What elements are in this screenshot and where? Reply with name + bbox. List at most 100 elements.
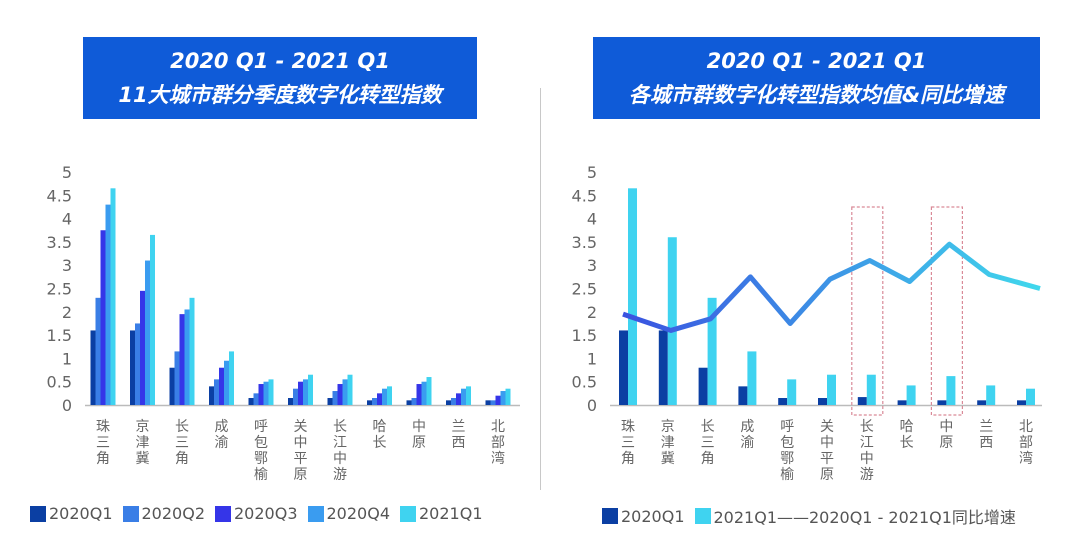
bar-2020q3 [416, 384, 422, 405]
bar-2021q1 [667, 237, 677, 405]
bar-2020q1 [327, 398, 333, 405]
bar-2020q3 [219, 367, 224, 405]
y-tick-label: 5 [587, 163, 597, 182]
x-tick-label-char: 北 [1019, 419, 1033, 435]
bar-2020q1 [485, 400, 491, 405]
bar-2020q4 [500, 391, 506, 405]
x-tick-label-char: 三 [621, 435, 635, 451]
bar-2021q1 [505, 388, 511, 405]
x-tick-label-char: 角 [701, 451, 715, 467]
bar-2020q2 [372, 398, 377, 405]
x-tick-label-char: 京 [136, 419, 150, 435]
y-tick-label: 2.5 [572, 280, 597, 299]
x-tick-label-char: 三 [701, 435, 715, 451]
bar-2021q1 [827, 374, 836, 405]
bar-2020q3 [100, 230, 106, 405]
bar-2020q1 [367, 400, 372, 405]
bar-2020q1 [818, 398, 827, 405]
legend-swatch [694, 508, 711, 524]
x-tick-label-char: 冀 [136, 451, 150, 467]
y-tick-label: 4.5 [47, 186, 72, 205]
legend-item-2020q3: 2020Q3 [215, 504, 298, 523]
y-tick-label: 0.5 [572, 373, 597, 392]
legend-item-2020q1: 2020Q1 [30, 504, 113, 523]
x-tick-label-char: 关 [294, 419, 308, 435]
bar-2020q4 [263, 381, 269, 405]
left-chart-title: 2020 Q1 - 2021 Q1 11大城市群分季度数字化转型指数 [83, 37, 477, 119]
bar-2020q1 [169, 367, 175, 405]
bar-2020q1 [446, 400, 451, 405]
legend-swatch [30, 505, 46, 522]
x-tick-label-char: 部 [491, 435, 505, 451]
bar-2020q2 [135, 323, 140, 405]
legend-label: 2021Q1 [419, 504, 483, 523]
bar-2021q1 [628, 188, 637, 405]
x-tick-label-char: 三 [175, 435, 189, 451]
bar-2021q1 [110, 188, 116, 405]
legend-label: 2020Q2 [141, 504, 206, 523]
x-tick-label-char: 长 [900, 435, 914, 451]
bar-2020q2 [214, 379, 219, 405]
x-tick-label-char: 包 [254, 435, 268, 451]
x-tick-label-char: 游 [860, 467, 874, 483]
legend-item-2021q1-growth: 2021Q1——2020Q1 - 2021Q1同比增速 [694, 504, 1016, 528]
bar-2020q4 [145, 260, 150, 405]
x-tick-label-char: 榆 [780, 467, 794, 483]
legend-swatch [307, 505, 324, 522]
bar-2021q1 [787, 379, 797, 405]
bar-2020q1 [937, 400, 947, 405]
bar-2020q1 [619, 330, 628, 405]
y-tick-label: 3 [62, 256, 72, 275]
y-tick-label: 2.5 [47, 280, 72, 299]
x-tick-label-char: 包 [780, 435, 794, 451]
bar-2021q1 [707, 297, 717, 405]
x-tick-label-char: 津 [136, 435, 150, 451]
bar-2020q1 [897, 400, 907, 405]
bar-2020q1 [90, 330, 96, 405]
x-tick-label-char: 原 [294, 467, 308, 483]
bar-2021q1 [150, 234, 155, 405]
panel-divider [540, 88, 541, 490]
bar-2021q1 [189, 297, 195, 405]
bar-2020q2 [95, 297, 101, 405]
y-tick-label: 5 [62, 163, 72, 182]
bar-2021q1 [986, 385, 996, 405]
y-tick-label: 3.5 [572, 233, 597, 252]
x-tick-label-char: 长 [175, 419, 189, 435]
bar-2020q3 [377, 393, 382, 405]
x-tick-label-char: 冀 [661, 451, 675, 467]
right-legend: 2020Q1 2021Q1——2020Q1 - 2021Q1同比增速 [602, 504, 1026, 528]
x-tick-label-char: 呼 [780, 419, 794, 435]
x-tick-label-char: 原 [820, 467, 834, 483]
bar-2020q1 [248, 398, 254, 405]
x-tick-label-char: 江 [333, 435, 347, 451]
bar-2020q4 [421, 381, 427, 405]
x-tick-label-char: 珠 [621, 419, 635, 435]
legend-item-2021q1: 2021Q1 [400, 504, 483, 523]
bar-2020q4 [184, 309, 190, 405]
bar-2020q2 [411, 398, 417, 405]
y-tick-label: 1.5 [47, 326, 72, 345]
bar-2020q3 [298, 381, 303, 405]
left-title-line1: 2020 Q1 - 2021 Q1 [170, 49, 390, 73]
x-tick-label-char: 成 [215, 419, 229, 435]
x-tick-label-char: 中 [820, 435, 834, 451]
bar-2020q2 [490, 400, 496, 405]
bar-2021q1 [747, 351, 757, 405]
bar-2020q1 [738, 386, 748, 405]
bar-2021q1 [229, 351, 234, 405]
highlight-box [851, 206, 884, 416]
x-tick-label-char: 角 [621, 451, 635, 467]
bar-2020q3 [258, 384, 264, 405]
y-tick-label: 4 [587, 210, 597, 229]
x-tick-label-char: 湾 [1019, 450, 1033, 467]
x-tick-label-char: 鄂 [254, 451, 268, 467]
legend-item-2020q1: 2020Q1 [602, 507, 685, 526]
x-tick-label-char: 京 [661, 419, 675, 435]
x-tick-label-char: 渝 [740, 435, 754, 451]
y-tick-label: 2 [62, 303, 72, 322]
bar-2021q1 [268, 379, 274, 405]
bar-2021q1 [946, 376, 956, 405]
bar-2021q1 [906, 385, 916, 405]
